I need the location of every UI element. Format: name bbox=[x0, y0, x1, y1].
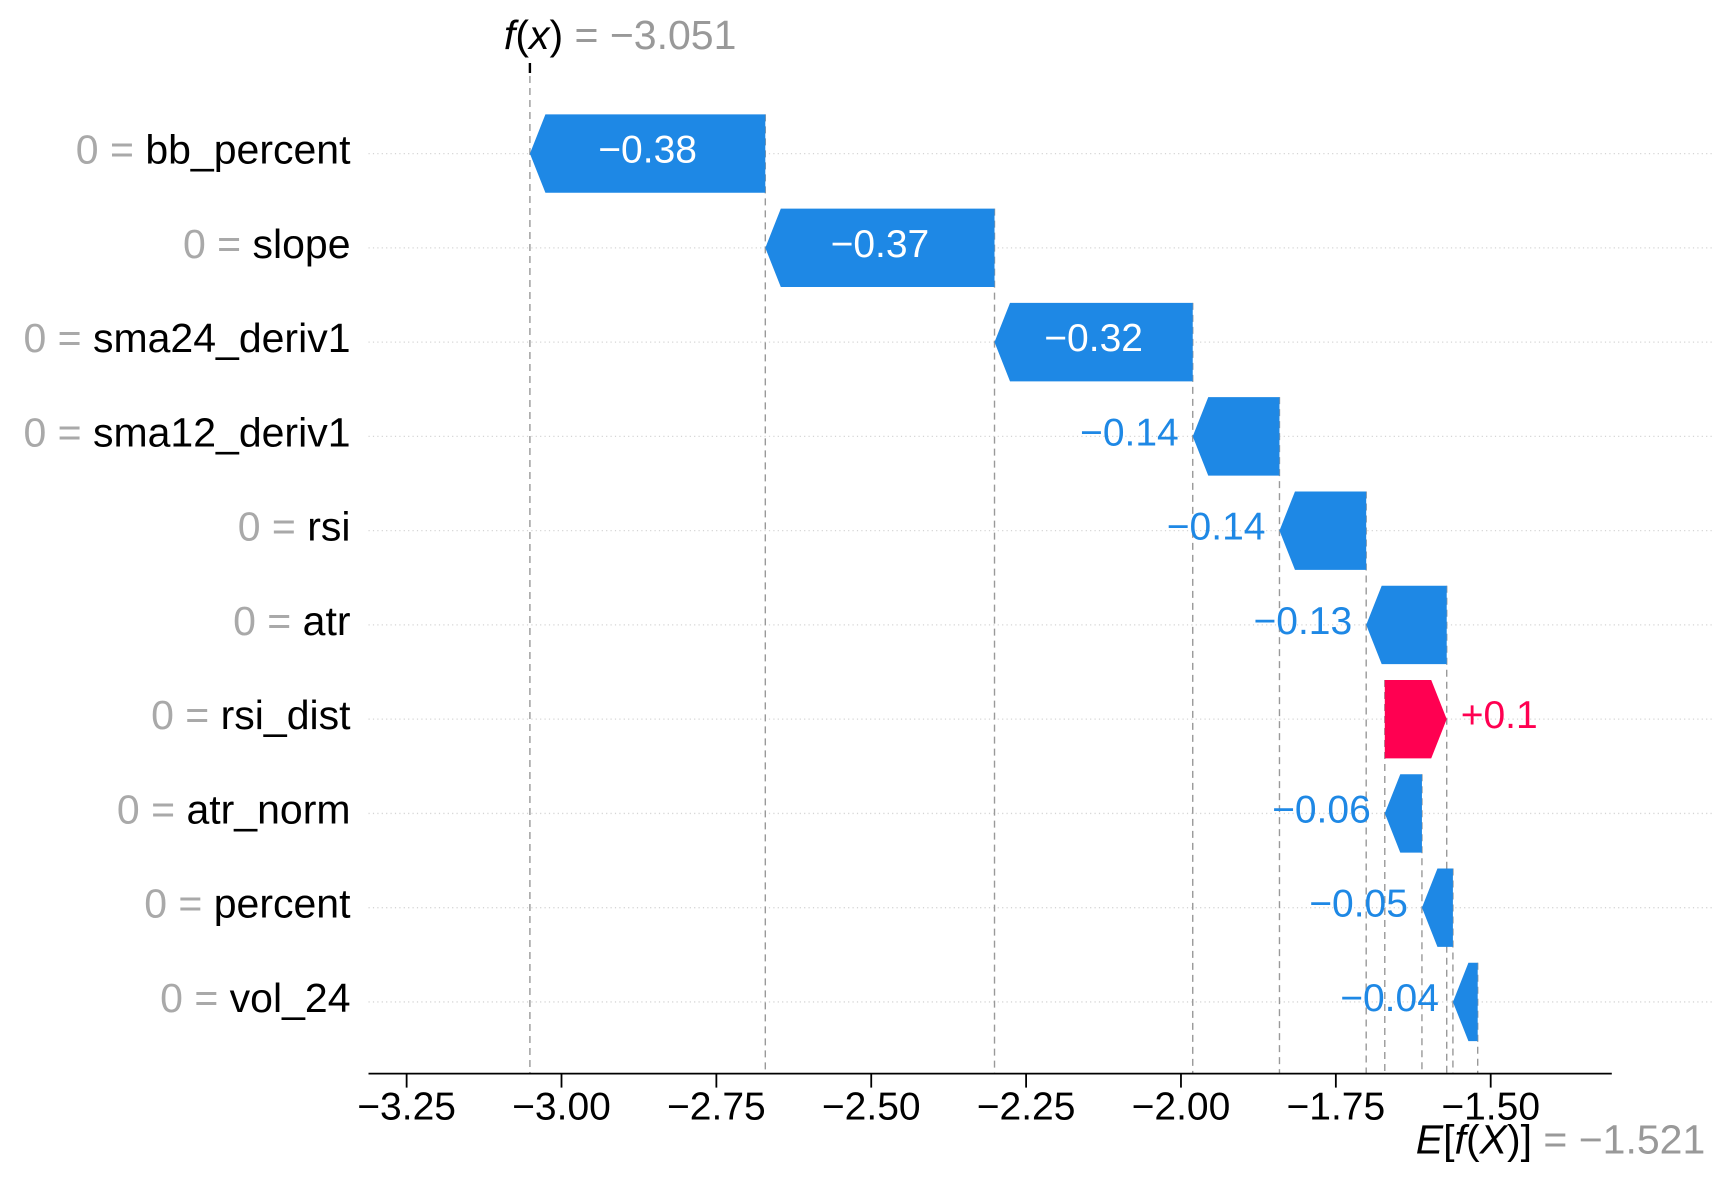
svg-text:0 = sma12_deriv1: 0 = sma12_deriv1 bbox=[23, 409, 350, 455]
svg-text:0 = sma24_deriv1: 0 = sma24_deriv1 bbox=[23, 315, 350, 361]
svg-text:0 = rsi_dist: 0 = rsi_dist bbox=[151, 692, 351, 738]
svg-text:−2.75: −2.75 bbox=[667, 1086, 766, 1129]
svg-text:−0.05: −0.05 bbox=[1309, 883, 1408, 926]
svg-text:−3.25: −3.25 bbox=[357, 1086, 456, 1129]
svg-text:−2.00: −2.00 bbox=[1132, 1086, 1231, 1129]
svg-text:−0.37: −0.37 bbox=[831, 223, 930, 266]
svg-text:0 = percent: 0 = percent bbox=[144, 881, 351, 927]
svg-text:0 = slope: 0 = slope bbox=[183, 221, 351, 267]
svg-text:−3.00: −3.00 bbox=[512, 1086, 611, 1129]
svg-text:−2.25: −2.25 bbox=[977, 1086, 1076, 1129]
svg-text:−0.32: −0.32 bbox=[1044, 317, 1143, 360]
svg-text:−0.38: −0.38 bbox=[598, 129, 697, 172]
svg-text:+0.1: +0.1 bbox=[1461, 694, 1538, 737]
svg-text:0 = atr_norm: 0 = atr_norm bbox=[117, 786, 351, 832]
svg-text:−0.04: −0.04 bbox=[1340, 977, 1439, 1020]
svg-text:−0.06: −0.06 bbox=[1272, 788, 1371, 831]
svg-text:E[f(X)] = −1.521: E[f(X)] = −1.521 bbox=[1416, 1117, 1706, 1163]
svg-text:0 = rsi: 0 = rsi bbox=[238, 504, 351, 550]
svg-text:0 = atr: 0 = atr bbox=[233, 598, 350, 644]
svg-text:0 = bb_percent: 0 = bb_percent bbox=[76, 127, 351, 173]
svg-text:−1.75: −1.75 bbox=[1286, 1086, 1385, 1129]
svg-text:f(x) = −3.051: f(x) = −3.051 bbox=[504, 12, 737, 58]
svg-text:−0.14: −0.14 bbox=[1167, 506, 1266, 549]
svg-text:−0.14: −0.14 bbox=[1080, 411, 1179, 454]
svg-text:−2.50: −2.50 bbox=[822, 1086, 921, 1129]
svg-text:−0.13: −0.13 bbox=[1254, 600, 1353, 643]
svg-text:0 = vol_24: 0 = vol_24 bbox=[160, 975, 350, 1021]
